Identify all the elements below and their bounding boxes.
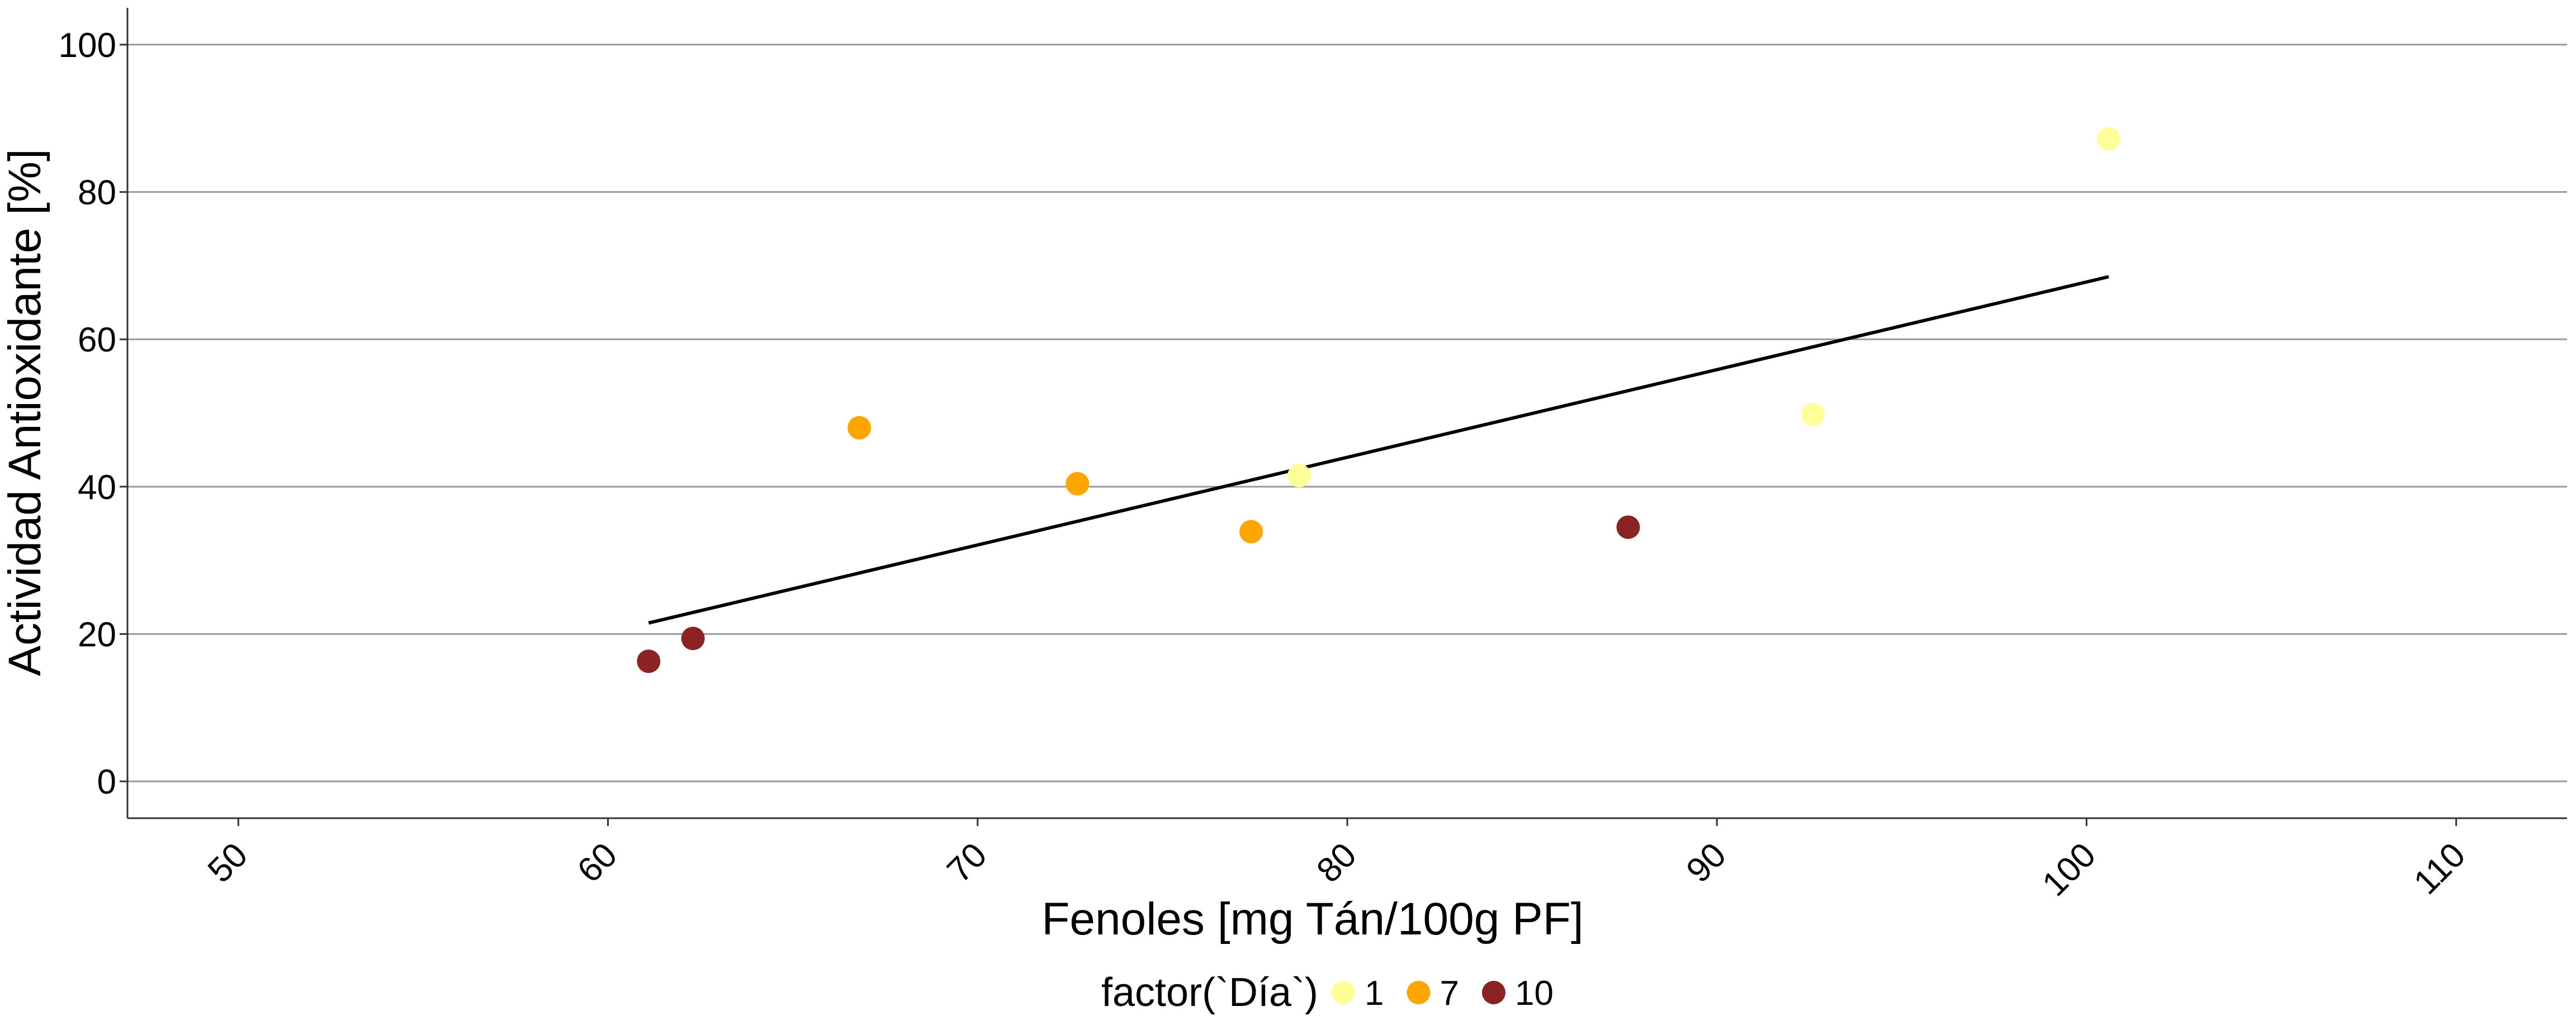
gridlines: [127, 44, 2567, 782]
legend-label-1: 1: [1365, 974, 1384, 1013]
x-axis-title: Fenoles [mg Tán/100g PF]: [1041, 894, 1583, 944]
data-points: [637, 127, 2121, 673]
trend-line: [648, 275, 2109, 625]
y-tick-label: 80: [78, 174, 116, 212]
data-point-dia-1: [1287, 464, 1311, 488]
trend-line-group: [648, 275, 2109, 625]
legend-key-10: [1482, 981, 1505, 1004]
data-point-dia-10: [681, 626, 705, 651]
y-tick-label: 0: [97, 763, 116, 801]
legend: factor(`Día`) 1 7 10: [1101, 970, 1554, 1015]
y-tick-label: 100: [59, 26, 116, 65]
x-tick-label: 110: [2407, 836, 2473, 902]
data-point-dia-7: [1066, 472, 1090, 496]
y-tick-label: 20: [78, 615, 116, 654]
data-point-dia-1: [1801, 402, 1825, 426]
data-point-dia-7: [847, 416, 872, 440]
data-point-dia-10: [637, 649, 661, 673]
y-tick-label: 60: [78, 321, 116, 359]
legend-key-1: [1332, 981, 1356, 1004]
data-point-dia-7: [1239, 520, 1263, 544]
y-axis-title: Actividad Antioxidante [%]: [0, 149, 50, 676]
legend-label-7: 7: [1440, 974, 1459, 1013]
x-tick-label: 60: [570, 836, 625, 890]
data-point-dia-1: [2097, 127, 2121, 151]
tick-labels: 0 20 40 60 80 100 50 60 70 80 90 100 110: [59, 26, 2473, 904]
axes: [120, 8, 2567, 826]
legend-title: factor(`Día`): [1101, 970, 1318, 1015]
x-tick-label: 90: [1679, 836, 1734, 890]
x-tick-label: 70: [940, 836, 995, 890]
x-tick-label: 80: [1309, 836, 1364, 890]
x-tick-label: 100: [2035, 836, 2103, 904]
y-tick-label: 40: [78, 468, 116, 507]
x-tick-label: 50: [201, 836, 255, 890]
data-point-dia-10: [1616, 515, 1640, 539]
legend-label-10: 10: [1515, 974, 1554, 1013]
legend-key-7: [1407, 981, 1431, 1004]
legend-entries: 1 7 10: [1332, 974, 1554, 1013]
